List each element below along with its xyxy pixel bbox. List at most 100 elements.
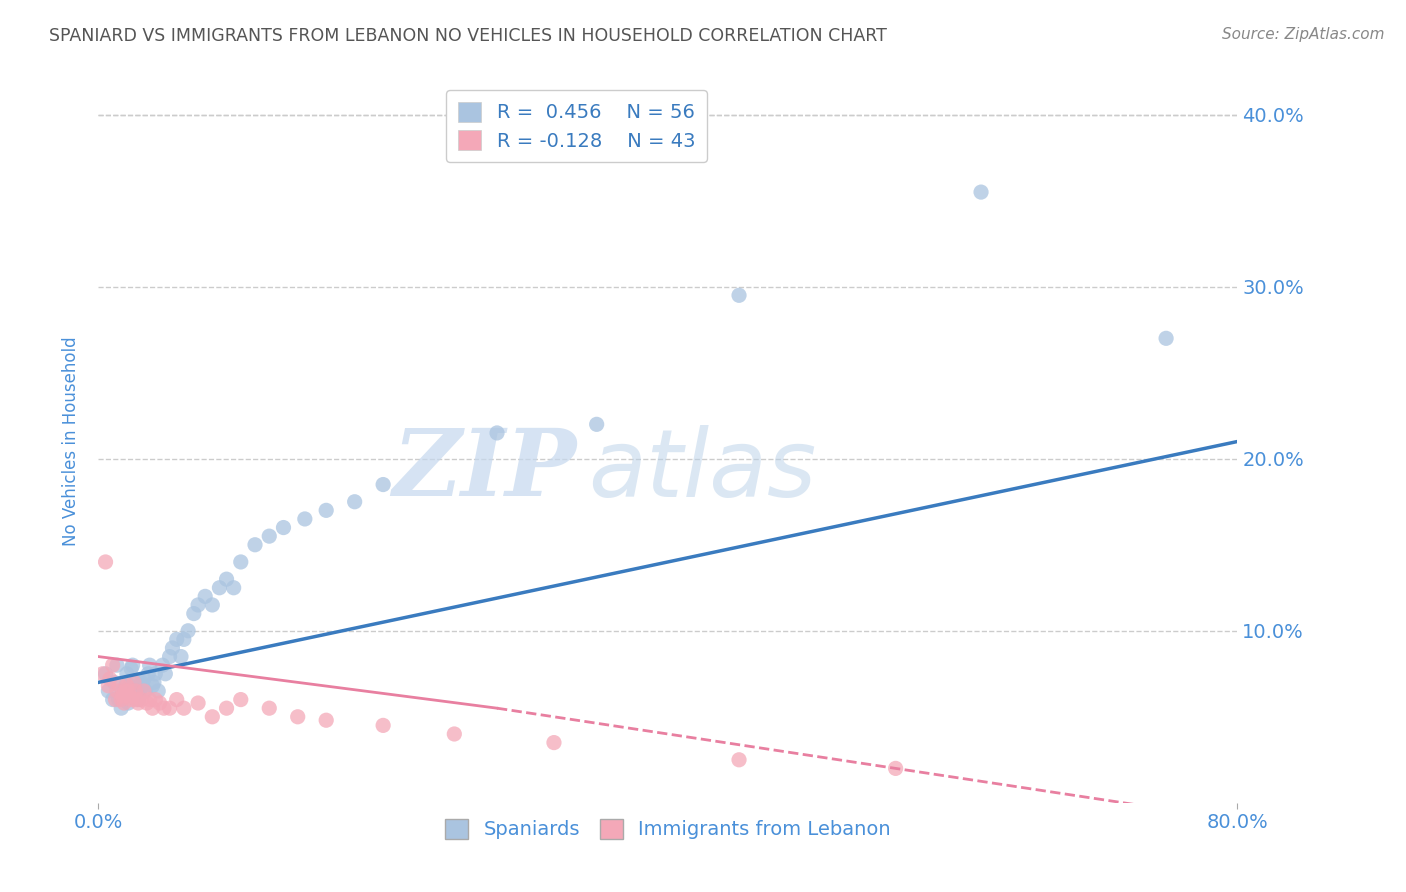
Point (315, 503, 337, 517)
Point (108, 679, 131, 693)
Point (115, 679, 138, 693)
Point (124, 675, 146, 690)
Point (128, 684, 150, 698)
Point (194, 590, 217, 604)
Point (105, 658, 128, 673)
Point (114, 684, 136, 698)
Point (229, 692, 252, 706)
Point (111, 684, 134, 698)
Point (124, 684, 146, 698)
Y-axis label: No Vehicles in Household: No Vehicles in Household (62, 336, 80, 547)
Point (120, 662, 142, 676)
Point (259, 529, 281, 543)
Point (152, 658, 174, 673)
Point (155, 666, 177, 681)
Point (287, 710, 309, 724)
Point (136, 666, 159, 681)
Point (129, 692, 152, 706)
Point (141, 701, 163, 715)
Text: atlas: atlas (588, 425, 817, 516)
Point (94, 666, 117, 681)
Point (148, 684, 170, 698)
Point (122, 675, 145, 690)
Point (343, 494, 366, 508)
Text: SPANIARD VS IMMIGRANTS FROM LEBANON NO VEHICLES IN HOUSEHOLD CORRELATION CHART: SPANIARD VS IMMIGRANTS FROM LEBANON NO V… (49, 27, 887, 45)
Point (134, 684, 156, 698)
Point (91, 666, 114, 681)
Point (259, 701, 281, 715)
Point (121, 658, 143, 673)
Point (159, 649, 181, 664)
Point (135, 696, 157, 710)
Point (117, 684, 139, 698)
Point (159, 701, 181, 715)
Point (114, 679, 136, 693)
Point (104, 692, 127, 706)
Point (141, 679, 163, 693)
Point (101, 658, 124, 673)
Point (101, 692, 124, 706)
Point (173, 632, 195, 647)
Point (315, 713, 337, 727)
Point (105, 684, 128, 698)
Point (373, 718, 395, 732)
Point (138, 658, 160, 673)
Point (132, 684, 155, 698)
Point (127, 696, 149, 710)
Point (142, 675, 165, 690)
Point (187, 598, 209, 612)
Point (585, 417, 607, 432)
Point (373, 477, 395, 491)
Point (884, 761, 907, 775)
Point (131, 679, 153, 693)
Point (1154, 331, 1177, 345)
Point (215, 701, 238, 715)
Point (98, 672, 121, 686)
Point (118, 679, 141, 693)
Point (145, 666, 167, 681)
Point (728, 753, 751, 767)
Point (127, 692, 149, 706)
Point (117, 696, 139, 710)
Point (132, 672, 155, 686)
Point (187, 696, 209, 710)
Point (543, 735, 565, 749)
Point (107, 692, 129, 706)
Point (229, 555, 252, 569)
Point (138, 692, 160, 706)
Text: ZIP: ZIP (392, 425, 576, 516)
Point (97, 684, 120, 698)
Point (170, 649, 193, 664)
Point (111, 689, 134, 703)
Point (129, 675, 152, 690)
Point (201, 710, 224, 724)
Point (215, 572, 238, 586)
Point (145, 692, 167, 706)
Point (201, 598, 224, 612)
Point (243, 538, 266, 552)
Point (97, 679, 120, 693)
Point (94, 555, 117, 569)
Point (177, 624, 200, 638)
Point (153, 701, 176, 715)
Point (115, 666, 138, 681)
Point (728, 288, 751, 302)
Point (120, 692, 142, 706)
Point (166, 692, 188, 706)
Point (110, 692, 132, 706)
Point (183, 607, 205, 621)
Point (166, 632, 188, 647)
Text: Source: ZipAtlas.com: Source: ZipAtlas.com (1222, 27, 1385, 42)
Point (208, 581, 231, 595)
Point (125, 692, 148, 706)
Point (110, 701, 132, 715)
Point (112, 696, 135, 710)
Point (118, 689, 141, 703)
Point (103, 675, 125, 690)
Point (970, 185, 993, 199)
Point (273, 520, 295, 534)
Point (294, 512, 316, 526)
Point (222, 581, 245, 595)
Point (443, 727, 465, 741)
Point (486, 425, 509, 440)
